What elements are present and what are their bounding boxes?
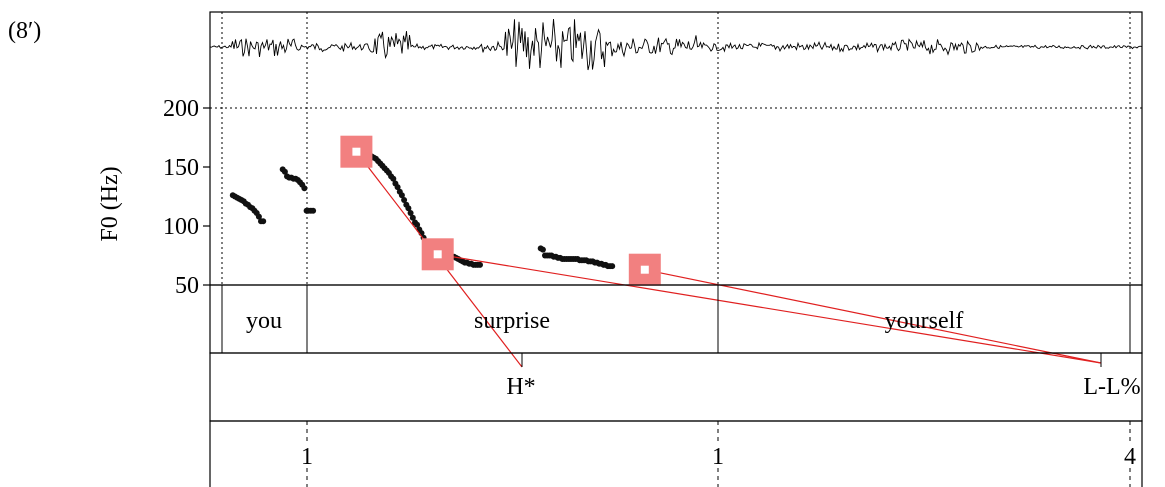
word-boundaries — [221, 285, 1131, 353]
word-yourself: yourself — [885, 308, 964, 334]
break-index-ticks — [306, 421, 1131, 487]
y-tick-label-100: 100 — [163, 214, 199, 240]
target-connector-1 — [437, 253, 1102, 364]
y-tick-label-200: 200 — [163, 96, 199, 122]
target-center-2 — [640, 265, 649, 274]
break-index-4: 4 — [1124, 444, 1136, 470]
pitch-point-16 — [281, 168, 288, 175]
pitch-point-57 — [401, 197, 408, 203]
tone-h-star: H* — [506, 374, 535, 400]
grid — [210, 12, 1142, 285]
pitch-point-60 — [407, 210, 414, 216]
target-center-1 — [433, 250, 442, 259]
example-number: (8′) — [8, 18, 41, 44]
tonal-targets — [340, 135, 1102, 368]
tones-tier — [209, 352, 1143, 422]
y-axis: 200 150 100 50 — [163, 96, 210, 299]
pitch-point-25 — [301, 185, 308, 192]
y-tick-label-150: 150 — [163, 155, 199, 181]
target-connector-2 — [644, 269, 1102, 364]
pitch-point-63 — [414, 221, 421, 228]
break-index-tier — [209, 420, 1143, 487]
y-tick-label-50: 50 — [175, 273, 199, 299]
pitch-point-12 — [255, 213, 262, 220]
pitch-point-92 — [477, 261, 483, 268]
pitch-point-59 — [405, 205, 412, 212]
pitch-point-126 — [609, 263, 616, 270]
pitch-point-94 — [539, 246, 546, 253]
target-center-0 — [352, 147, 361, 156]
pitch-point-52 — [390, 175, 397, 182]
word-surprise: surprise — [474, 308, 550, 334]
word-you: you — [246, 308, 282, 334]
pitch-point-29 — [310, 207, 317, 214]
tone-l-l-percent: L-L% — [1083, 374, 1140, 400]
pitch-point-54 — [394, 184, 401, 191]
pitch-point-14 — [260, 218, 267, 225]
tone-ticks — [521, 353, 1102, 367]
y-axis-label: F0 (Hz) — [97, 166, 123, 241]
break-index-1a: 1 — [301, 444, 313, 470]
pitch-point-56 — [398, 192, 405, 199]
waveform — [209, 18, 1142, 71]
break-index-1b: 1 — [712, 444, 724, 470]
pitch-point-61 — [409, 214, 416, 221]
